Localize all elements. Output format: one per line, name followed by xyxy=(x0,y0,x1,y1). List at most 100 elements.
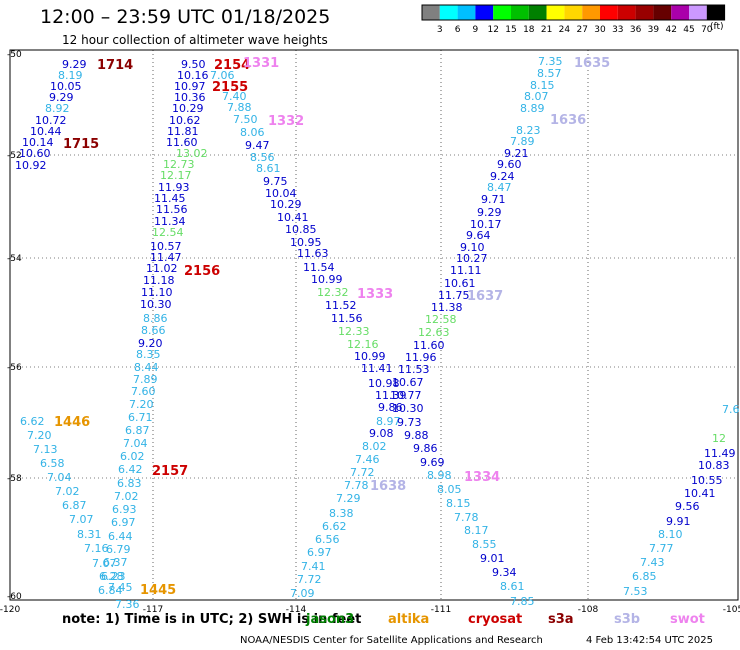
wave-height-label: 9.91 xyxy=(666,515,691,528)
wave-height-label: 7.02 xyxy=(55,485,80,498)
wave-height-label: 11.56 xyxy=(156,203,188,216)
wave-height-label: 7.72 xyxy=(350,466,375,479)
legend-frame xyxy=(421,4,726,21)
wave-height-label: 12.33 xyxy=(338,325,370,338)
wave-height-label: 9.86 xyxy=(378,401,403,414)
legend-swatch xyxy=(582,5,600,20)
pass-time-label: 1334 xyxy=(464,470,501,485)
wave-height-label: 8.61 xyxy=(256,162,281,175)
wave-height-label: 9.29 xyxy=(62,58,87,71)
wave-height-label: 6.58 xyxy=(40,457,65,470)
wave-height-label: 6.87 xyxy=(62,499,87,512)
wave-height-label: 6.87 xyxy=(125,424,150,437)
wave-height-label: 11.96 xyxy=(405,351,437,364)
wave-height-label: 8.98 xyxy=(427,469,452,482)
wave-height-label: 6.62 xyxy=(322,520,347,533)
wave-height-label: 12.73 xyxy=(163,158,195,171)
longitude-tick-label: -105 xyxy=(723,605,740,615)
legend-tick-label: 36 xyxy=(630,25,642,35)
wave-height-label: 6.02 xyxy=(120,450,145,463)
wave-height-label: 6.71 xyxy=(128,411,153,424)
wave-height-label: 8.47 xyxy=(487,181,512,194)
wave-height-label: 13.02 xyxy=(176,147,208,160)
wave-height-label: 7.04 xyxy=(47,471,72,484)
wave-height-label: 10.99 xyxy=(311,273,343,286)
wave-height-label: 11.60 xyxy=(413,339,445,352)
wave-height-label: 10.16 xyxy=(177,69,209,82)
wave-height-label: 9.56 xyxy=(675,500,700,513)
wave-height-label: 10.36 xyxy=(174,91,206,104)
wave-height-label: 7.04 xyxy=(123,437,148,450)
wave-height-label: 9.47 xyxy=(245,139,270,152)
wave-height-label: 10.95 xyxy=(290,236,322,249)
wave-height-label: 8.57 xyxy=(537,67,562,80)
wave-height-label: 10.61 xyxy=(444,277,476,290)
wave-height-label: 9.60 xyxy=(497,158,522,171)
wave-height-label: 8.31 xyxy=(77,528,102,541)
wave-height-label: 10.44 xyxy=(30,125,62,138)
latitude-tick-label: -50 xyxy=(7,50,22,60)
wave-height-label: 10.77 xyxy=(390,389,422,402)
latitude-tick-label: -52 xyxy=(7,151,22,161)
map-frame xyxy=(9,49,739,601)
wave-height-label: 9.73 xyxy=(397,416,422,429)
wave-height-legend: 3 6 9 12 15 18 21 24 27 30 33 36 39 42 45 70 xyxy=(421,4,726,35)
wave-height-label: 11.34 xyxy=(154,215,186,228)
wave-height-label: 10.99 xyxy=(354,350,386,363)
map-subtitle: 12 hour collection of altimeter wave hei… xyxy=(62,33,328,47)
wave-height-label: 11.47 xyxy=(150,251,182,264)
wave-height-label: 11.93 xyxy=(158,181,190,194)
wave-height-label: 7.13 xyxy=(33,443,58,456)
wave-height-label: 8.97 xyxy=(376,415,401,428)
pass-time-label: 1714 xyxy=(97,58,134,73)
wave-height-label: 7.78 xyxy=(344,479,369,492)
legend-swatch xyxy=(493,5,511,20)
legend-tick-label: 33 xyxy=(612,25,623,35)
wave-height-label: 7.41 xyxy=(301,560,326,573)
wave-height-label: 7.85 xyxy=(510,595,535,608)
wave-height-label: 10.60 xyxy=(19,147,51,160)
wave-height-label: 11.75 xyxy=(438,289,470,302)
legend-swatch xyxy=(653,5,672,20)
wave-height-label: 6.97 xyxy=(307,546,332,559)
wave-height-label: 10.27 xyxy=(456,252,488,265)
wave-height-label: 6.56 xyxy=(315,533,340,546)
generated-timestamp: 4 Feb 13:42:54 UTC 2025 xyxy=(586,635,713,646)
legend-swatch xyxy=(564,5,583,20)
legend-swatch xyxy=(528,5,547,20)
wave-height-label: 11.38 xyxy=(431,301,463,314)
pass-time-label: 1638 xyxy=(370,479,407,494)
wave-height-label: 9.34 xyxy=(492,566,517,579)
wave-height-label: 11.63 xyxy=(297,247,329,260)
wave-height-label: 8.19 xyxy=(58,69,83,82)
pass-time-label: 1636 xyxy=(550,113,587,128)
wave-height-label: 9.29 xyxy=(49,91,74,104)
wave-height-label: 7.72 xyxy=(297,573,322,586)
satellite-legend-item: swot xyxy=(670,612,705,627)
wave-height-label: 7.06 xyxy=(210,69,235,82)
credit-text: NOAA/NESDIS Center for Satellite Applica… xyxy=(240,635,543,646)
wave-height-label: 8.10 xyxy=(658,528,683,541)
wave-height-label: 7.50 xyxy=(233,113,258,126)
wave-height-label: 8.06 xyxy=(240,126,265,139)
wave-height-label: 9.88 xyxy=(404,429,429,442)
wave-height-label: 8.35 xyxy=(136,348,161,361)
legend-swatch xyxy=(689,5,707,20)
wave-height-label: 7.09 xyxy=(290,587,315,600)
legend-tick-label: 42 xyxy=(665,25,676,35)
longitude-tick-label: -108 xyxy=(578,605,599,615)
pass-time-label: 1635 xyxy=(574,56,611,71)
wave-height-label: 11.41 xyxy=(361,362,393,375)
wave-height-label: 7.45 xyxy=(108,581,133,594)
pass-time-label: 1445 xyxy=(140,583,177,598)
pass-time-label: 1333 xyxy=(357,287,394,302)
wave-height-label: 10.83 xyxy=(698,459,730,472)
legend-swatch xyxy=(617,5,636,20)
legend-tick-label: 30 xyxy=(594,25,606,35)
wave-height-label: 6.85 xyxy=(632,570,657,583)
wave-height-label: 8.15 xyxy=(446,497,471,510)
legend-tick-label: 15 xyxy=(505,25,516,35)
wave-height-label: 12.32 xyxy=(317,286,349,299)
longitude-tick-label: -117 xyxy=(143,605,163,615)
satellite-legend-item: s3a xyxy=(548,612,574,627)
